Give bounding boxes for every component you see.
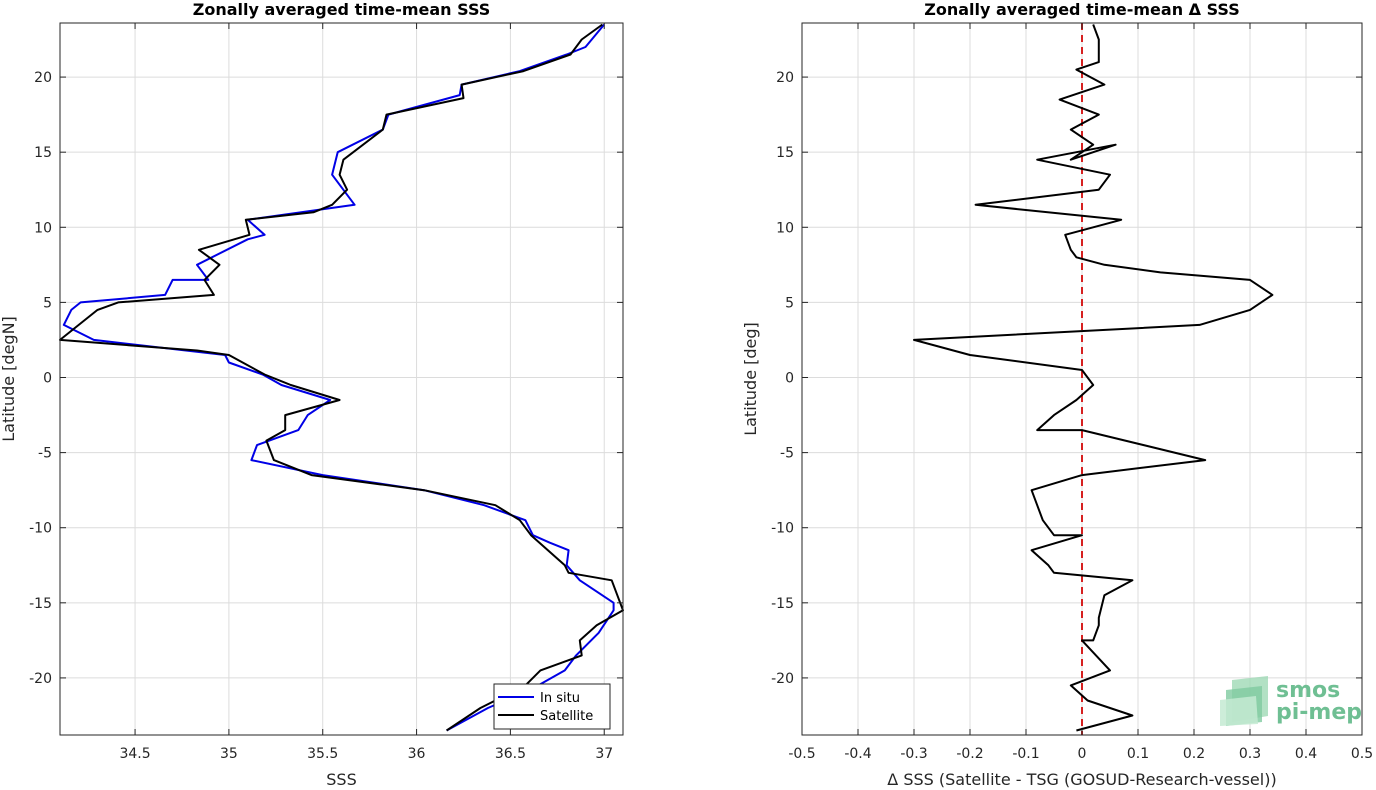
chart-1-ytick-label: -5: [38, 446, 52, 462]
chart-1-ytick-label: 15: [34, 145, 52, 161]
chart-1-ytick-label: 5: [43, 295, 52, 311]
chart-1-xtick-label: 34.5: [119, 746, 150, 762]
logo-text-pimep: pi-mep: [1276, 700, 1362, 725]
left-chart-panel: 34.5 35 35.5 36 36.5 37 -20 -15 -10 -5 0 5 10 15 20 Zon…: [0, 0, 624, 789]
chart-2-ytick-label: 15: [776, 145, 794, 161]
chart-1-ytick-label: -20: [29, 671, 52, 687]
chart-1-x-axis-label: SSS: [326, 770, 356, 789]
chart-2-ytick-label: 10: [776, 220, 794, 236]
chart-2-xtick-label: -0.5: [788, 746, 815, 762]
chart-1-plot-area: [60, 23, 623, 735]
chart-1-legend-box: [493, 683, 611, 730]
chart-2-x-axis-label: Δ SSS (Satellite - TSG (GOSUD-Research-v…: [887, 770, 1276, 789]
chart-2-xtick-label: -0.2: [956, 746, 983, 762]
chart-2-ytick-label: -5: [780, 446, 794, 462]
chart-1-ytick-label: 20: [34, 70, 52, 86]
chart-2-xtick-label: -0.1: [1012, 746, 1039, 762]
logo-graphic-front: [1220, 696, 1258, 726]
right-chart-panel: -0.5 -0.4 -0.3 -0.2 -0.1 0 0.1 0.2 0.3 0.4 0.5 -20 -…: [741, 0, 1373, 789]
chart-2-ytick-label: 0: [785, 370, 794, 386]
chart-1-xtick-label: 37: [595, 746, 613, 762]
chart-1-xtick-label: 35.5: [307, 746, 338, 762]
chart-1-ytick-label: -15: [29, 596, 52, 612]
smos-pi-mep-logo: smos pi-mep: [1220, 676, 1362, 726]
chart-2-xtick-label: -0.3: [900, 746, 927, 762]
chart-2-xtick-label: -0.4: [844, 746, 871, 762]
chart-2-xtick-label: 0: [1078, 746, 1087, 762]
chart-1-xtick-label: 35: [220, 746, 238, 762]
chart-1-y-axis-label: Latitude [degN]: [0, 316, 18, 442]
chart-2-series-line-delta-sss: [913, 24, 1274, 732]
chart-1-axes-frame: [59, 22, 624, 736]
chart-2-xtick-label: 0.2: [1183, 746, 1205, 762]
chart-2-ytick-label: 5: [785, 295, 794, 311]
chart-2-title: Zonally averaged time-mean Δ SSS: [924, 0, 1240, 19]
chart-2-xtick-label: 0.3: [1239, 746, 1261, 762]
chart-1-ytick-label: 0: [43, 370, 52, 386]
chart-1-series-line-in-situ: [62, 23, 615, 732]
chart-2-y-axis-label: Latitude [deg]: [741, 322, 760, 436]
chart-1-legend-label: In situ: [540, 691, 580, 706]
chart-2-ytick-label: 20: [776, 70, 794, 86]
chart-2-ytick-label: -20: [771, 671, 794, 687]
chart-2-xtick-label: 0.1: [1127, 746, 1149, 762]
chart-2-ytick-label: -10: [771, 521, 794, 537]
chart-2-ytick-label: -15: [771, 596, 794, 612]
chart-1-series-line-satellite: [59, 23, 624, 732]
chart-1-legend-label: Satellite: [540, 709, 593, 724]
chart-1-xtick-label: 36: [408, 746, 426, 762]
chart-2-xtick-label: 0.4: [1295, 746, 1317, 762]
chart-1-ytick-label: -10: [29, 521, 52, 537]
chart-1-title: Zonally averaged time-mean SSS: [193, 0, 491, 19]
chart-2-xtick-label: 0.5: [1351, 746, 1373, 762]
logo-text-smos: smos: [1276, 678, 1340, 703]
chart-1-xtick-label: 36.5: [495, 746, 526, 762]
chart-1-ytick-label: 10: [34, 220, 52, 236]
